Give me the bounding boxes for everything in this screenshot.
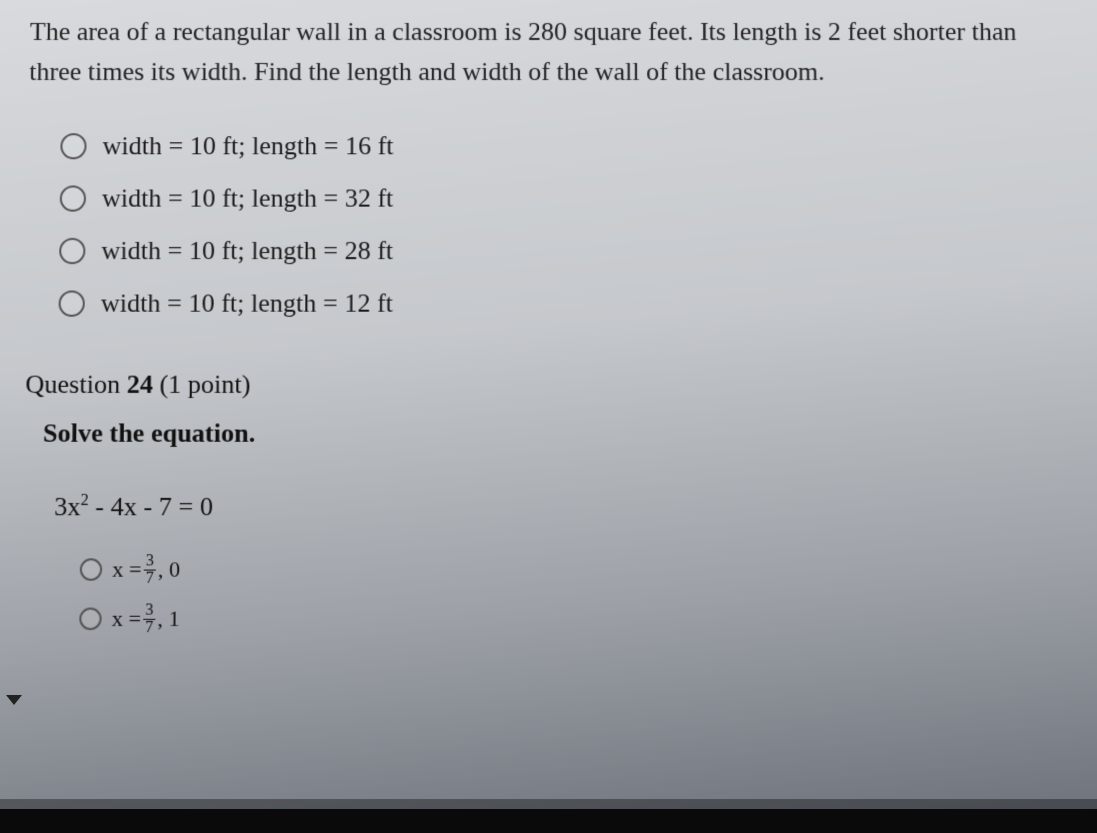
question-points: (1 point): [153, 369, 251, 398]
option-row[interactable]: width = 10 ft; length = 32 ft: [60, 183, 1070, 213]
eq-rest: - 4x - 7 = 0: [88, 491, 213, 521]
option-row[interactable]: x = 3 7 , 0: [80, 553, 1074, 587]
option-row[interactable]: width = 10 ft; length = 16 ft: [60, 131, 1069, 161]
option-row[interactable]: width = 10 ft; length = 28 ft: [59, 235, 1070, 265]
question-text: The area of a rectangular wall in a clas…: [29, 12, 1068, 93]
radio-icon[interactable]: [59, 237, 85, 263]
fraction: 3 7: [143, 553, 155, 587]
option-row[interactable]: width = 10 ft; length = 12 ft: [58, 288, 1070, 318]
radio-icon[interactable]: [60, 185, 86, 211]
frac-den: 7: [143, 619, 155, 635]
option-label: width = 10 ft; length = 28 ft: [101, 235, 393, 265]
equation: 3x2 - 4x - 7 = 0: [54, 491, 1073, 522]
option-label: width = 10 ft; length = 12 ft: [101, 288, 393, 318]
radio-icon[interactable]: [80, 558, 103, 581]
option-label: x = 3 7 , 1: [112, 602, 180, 636]
question-header: Question 24 (1 point): [25, 369, 1072, 399]
opt-before: x =: [112, 606, 142, 633]
radio-icon[interactable]: [58, 290, 84, 316]
opt-after: , 0: [158, 556, 181, 583]
chevron-down-icon[interactable]: [6, 695, 22, 705]
question2-options: x = 3 7 , 0 x = 3 7 , 1: [22, 553, 1074, 636]
question1-options: width = 10 ft; length = 16 ft width = 10…: [26, 131, 1071, 319]
question-instruction: Solve the equation.: [43, 418, 1073, 449]
option-row[interactable]: x = 3 7 , 1: [79, 602, 1075, 636]
option-label: width = 10 ft; length = 16 ft: [102, 131, 393, 161]
frac-num: 3: [144, 553, 156, 570]
frac-num: 3: [143, 602, 155, 619]
fraction: 3 7: [143, 602, 155, 636]
option-label: width = 10 ft; length = 32 ft: [102, 183, 394, 213]
radio-icon[interactable]: [79, 608, 102, 631]
opt-after: , 1: [157, 606, 180, 633]
header-prefix: Question: [25, 369, 127, 398]
bottom-bar: [0, 809, 1097, 833]
opt-before: x =: [112, 556, 142, 583]
eq-term: 3x: [54, 491, 81, 521]
question-number: 24: [127, 369, 154, 398]
eq-exponent: 2: [81, 492, 89, 509]
option-label: x = 3 7 , 0: [112, 553, 180, 587]
frac-den: 7: [143, 570, 155, 586]
radio-icon[interactable]: [60, 133, 86, 159]
shadow-strip: [0, 799, 1097, 809]
